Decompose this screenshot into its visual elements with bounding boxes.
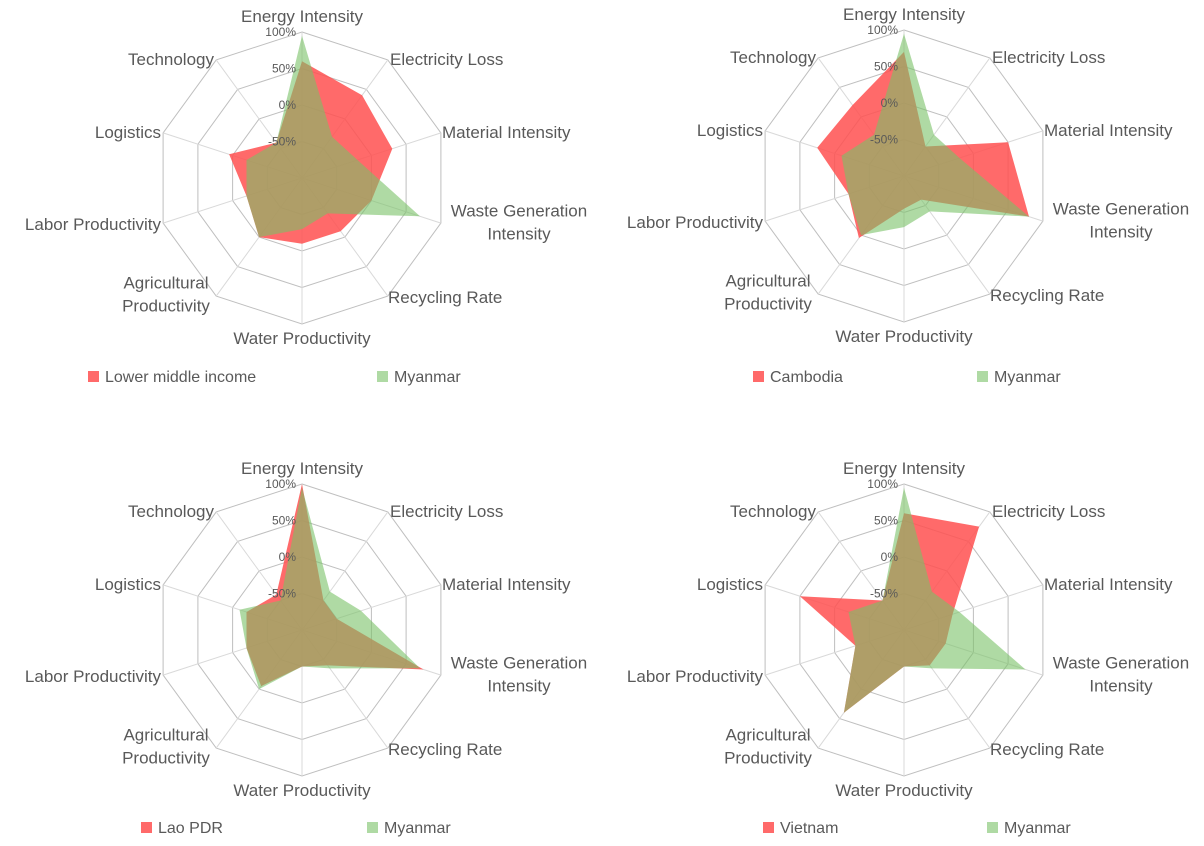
series-area-myanmar bbox=[843, 487, 1026, 713]
axis-label-electricity-loss: Electricity Loss bbox=[390, 50, 503, 69]
axis-label-logistics: Logistics bbox=[95, 123, 161, 142]
radar-chart-4: -50% 0% 50% 100%Energy Intensity Electricity… bbox=[627, 459, 1189, 837]
tick-label: 50% bbox=[272, 62, 296, 76]
tick-label: 0% bbox=[279, 550, 297, 564]
legend-label-lower-middle-income: Lower middle income bbox=[105, 369, 256, 386]
tick-label: -50% bbox=[268, 135, 296, 149]
tick-label: -50% bbox=[268, 587, 296, 601]
axis-label-water-productivity: Water Productivity bbox=[835, 781, 973, 800]
axis-label-waste-generation-intensity: Waste Generation Intensity bbox=[451, 653, 587, 695]
axis-label-recycling-rate: Recycling Rate bbox=[990, 740, 1104, 759]
axis-label-agricultural-productivity: Agricultural Productivity bbox=[724, 725, 812, 767]
axis-label-technology: Technology bbox=[730, 502, 817, 521]
axis-label-recycling-rate: Recycling Rate bbox=[388, 288, 502, 307]
axis-label-labor-productivity: Labor Productivity bbox=[627, 667, 764, 686]
tick-label: 50% bbox=[874, 60, 898, 74]
axis-label-electricity-loss: Electricity Loss bbox=[992, 502, 1105, 521]
axis-label-energy-intensity: Energy Intensity bbox=[241, 7, 363, 26]
tick-label: 0% bbox=[881, 550, 899, 564]
tick-label: 50% bbox=[874, 514, 898, 528]
axis-label-logistics: Logistics bbox=[95, 575, 161, 594]
axis-label-electricity-loss: Electricity Loss bbox=[390, 502, 503, 521]
legend-swatch-myanmar bbox=[377, 371, 388, 382]
series-area-myanmar bbox=[239, 487, 420, 690]
legend-swatch-myanmar bbox=[367, 822, 378, 833]
tick-label: 50% bbox=[272, 514, 296, 528]
axis-label-water-productivity: Water Productivity bbox=[835, 327, 973, 346]
legend-swatch-myanmar bbox=[987, 822, 998, 833]
axis-label-technology: Technology bbox=[730, 48, 817, 67]
axis-label-logistics: Logistics bbox=[697, 121, 763, 140]
axis-label-waste-generation-intensity: Waste Generation Intensity bbox=[451, 201, 587, 243]
axis-label-agricultural-productivity: Agricultural Productivity bbox=[724, 271, 812, 313]
legend-swatch-cambodia bbox=[753, 371, 764, 382]
legend-label-myanmar: Myanmar bbox=[1004, 820, 1071, 837]
tick-label: 0% bbox=[279, 98, 297, 112]
axis-label-water-productivity: Water Productivity bbox=[233, 329, 371, 348]
series-area-myanmar bbox=[246, 35, 420, 238]
axis-label-recycling-rate: Recycling Rate bbox=[388, 740, 502, 759]
legend-swatch-lao-pdr bbox=[141, 822, 152, 833]
legend-swatch-vietnam bbox=[763, 822, 774, 833]
axis-label-waste-generation-intensity: Waste Generation Intensity bbox=[1053, 653, 1189, 695]
tick-label: -50% bbox=[870, 587, 898, 601]
axis-label-labor-productivity: Labor Productivity bbox=[25, 215, 162, 234]
radar-chart-1: -50% 0% 50% 100%Energy Intensity Electricity… bbox=[25, 7, 587, 386]
axis-label-waste-generation-intensity: Waste Generation Intensity bbox=[1053, 199, 1189, 241]
axis-label-material-intensity: Material Intensity bbox=[1044, 121, 1173, 140]
legend-swatch-myanmar bbox=[977, 371, 988, 382]
axis-label-technology: Technology bbox=[128, 50, 215, 69]
axis-label-material-intensity: Material Intensity bbox=[1044, 575, 1173, 594]
axis-label-agricultural-productivity: Agricultural Productivity bbox=[122, 273, 210, 315]
axis-label-logistics: Logistics bbox=[697, 575, 763, 594]
axis-label-agricultural-productivity: Agricultural Productivity bbox=[122, 725, 210, 767]
legend-label-lao-pdr: Lao PDR bbox=[158, 820, 223, 837]
legend-label-myanmar: Myanmar bbox=[384, 820, 451, 837]
legend-label-myanmar: Myanmar bbox=[394, 369, 461, 386]
radar-chart-2: -50% 0% 50% 100%Energy Intensity Electricity… bbox=[627, 5, 1189, 386]
tick-label: 100% bbox=[867, 23, 898, 37]
axis-label-labor-productivity: Labor Productivity bbox=[627, 213, 764, 232]
legend-swatch-lower-middle-income bbox=[88, 371, 99, 382]
axis-label-energy-intensity: Energy Intensity bbox=[241, 459, 363, 478]
axis-label-material-intensity: Material Intensity bbox=[442, 575, 571, 594]
axis-label-energy-intensity: Energy Intensity bbox=[843, 5, 965, 24]
series-area-myanmar bbox=[841, 33, 1029, 236]
axis-label-energy-intensity: Energy Intensity bbox=[843, 459, 965, 478]
legend-label-vietnam: Vietnam bbox=[780, 820, 838, 837]
legend-label-myanmar: Myanmar bbox=[994, 369, 1061, 386]
axis-label-water-productivity: Water Productivity bbox=[233, 781, 371, 800]
radar-chart-3: -50% 0% 50% 100%Energy Intensity Electricity… bbox=[25, 459, 587, 837]
axis-label-material-intensity: Material Intensity bbox=[442, 123, 571, 142]
tick-label: 100% bbox=[867, 477, 898, 491]
axis-label-recycling-rate: Recycling Rate bbox=[990, 286, 1104, 305]
axis-label-technology: Technology bbox=[128, 502, 215, 521]
axis-label-labor-productivity: Labor Productivity bbox=[25, 667, 162, 686]
tick-label: 100% bbox=[265, 477, 296, 491]
tick-label: 100% bbox=[265, 25, 296, 39]
tick-label: -50% bbox=[870, 133, 898, 147]
axis-label-electricity-loss: Electricity Loss bbox=[992, 48, 1105, 67]
tick-label: 0% bbox=[881, 96, 899, 110]
legend-label-cambodia: Cambodia bbox=[770, 369, 843, 386]
